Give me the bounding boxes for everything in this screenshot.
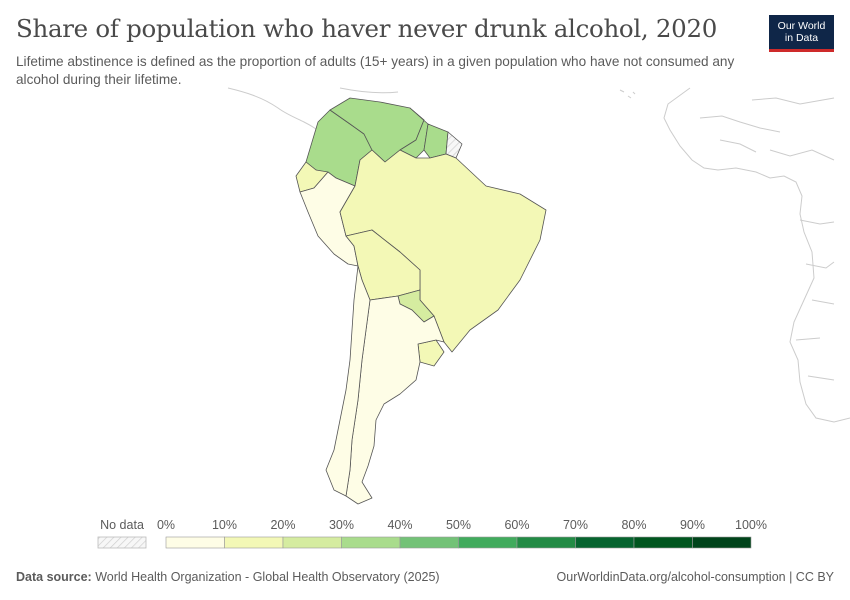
legend-tick-label: 90% xyxy=(680,518,705,532)
legend-swatch[interactable] xyxy=(692,536,752,549)
legend-swatch[interactable] xyxy=(165,536,225,549)
legend-tick-label: 30% xyxy=(329,518,354,532)
legend-tick-label: 40% xyxy=(387,518,412,532)
data-source-text[interactable]: World Health Organization - Global Healt… xyxy=(95,570,440,584)
legend-swatch[interactable] xyxy=(282,536,342,549)
legend-swatch[interactable] xyxy=(341,536,401,549)
data-source: Data source: World Health Organization -… xyxy=(16,570,440,584)
legend-tick-label: 80% xyxy=(621,518,646,532)
legend-swatch[interactable] xyxy=(633,536,693,549)
country-shapes xyxy=(295,97,547,505)
legend-tick-label: 60% xyxy=(504,518,529,532)
logo-line-1: Our World xyxy=(777,20,826,32)
central-america-outline xyxy=(227,87,323,135)
legend-swatch[interactable] xyxy=(399,536,459,549)
legend-swatch[interactable] xyxy=(516,536,576,549)
legend-no-data-label: No data xyxy=(100,518,144,532)
choropleth-map xyxy=(227,87,850,505)
source-url[interactable]: OurWorldinData.org/alcohol-consumption |… xyxy=(556,570,834,584)
data-source-label: Data source: xyxy=(16,570,92,584)
owid-logo[interactable]: Our World in Data xyxy=(769,15,834,52)
legend-tick-label: 50% xyxy=(446,518,471,532)
caribbean-outline xyxy=(339,87,399,94)
background-outlines xyxy=(227,87,850,423)
legend-swatch[interactable] xyxy=(575,536,635,549)
logo-line-2: in Data xyxy=(784,32,819,44)
country-uruguay[interactable] xyxy=(417,339,445,367)
country-french-guiana[interactable] xyxy=(445,131,463,159)
caribbean-islands xyxy=(619,89,636,99)
chart-subtitle: Lifetime abstinence is defined as the pr… xyxy=(16,54,735,87)
africa-outline xyxy=(663,87,850,423)
country-chile[interactable] xyxy=(325,265,371,497)
legend-tick-label: 0% xyxy=(157,518,175,532)
legend-tick-label: 20% xyxy=(270,518,295,532)
legend-no-data-swatch xyxy=(97,536,147,549)
africa-borders xyxy=(699,97,835,381)
legend-tick-label: 100% xyxy=(735,518,767,532)
chart-title: Share of population who haver never drun… xyxy=(16,14,718,43)
country-suriname[interactable] xyxy=(423,123,449,159)
legend: No data 0% 10% 20% 30% 40% 50% 60% 70% 80% 90% 100… xyxy=(97,518,767,549)
legend-tick-label: 10% xyxy=(212,518,237,532)
legend-tick-label: 70% xyxy=(563,518,588,532)
legend-swatch[interactable] xyxy=(224,536,284,549)
legend-swatch[interactable] xyxy=(458,536,518,549)
legend-bins: 0% 10% 20% 30% 40% 50% 60% 70% 80% 90% 100% xyxy=(157,518,767,549)
